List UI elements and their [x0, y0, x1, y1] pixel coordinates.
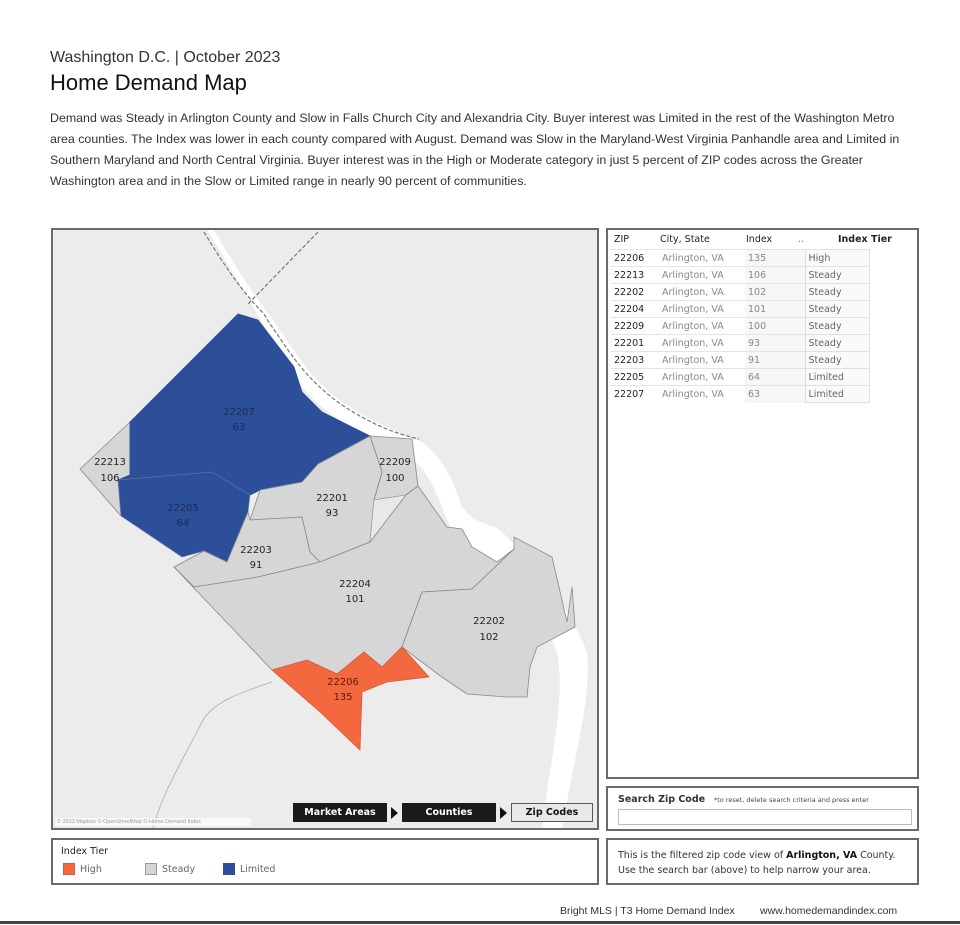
dc-boundary: [247, 231, 319, 305]
state-boundary: [203, 231, 420, 440]
steady-swatch-icon: [145, 863, 157, 875]
info-prefix: This is the filtered zip code view of: [618, 850, 787, 861]
report-description: Demand was Steady in Arlington County an…: [50, 111, 900, 188]
label-22203-zip: 22203: [240, 545, 272, 556]
map-canvas[interactable]: 22207 63 22213 106 22205 64 22209 100 22…: [53, 230, 599, 830]
table-row[interactable]: 22207 Arlington, VA 63 Limited: [611, 385, 870, 403]
page-title: Home Demand Map: [50, 70, 247, 95]
label-22209-zip: 22209: [379, 457, 411, 468]
label-22201-zip: 22201: [316, 493, 348, 504]
info-county: Arlington, VA: [786, 850, 858, 861]
label-22201-index: 93: [326, 508, 339, 519]
legend-label: Steady: [162, 863, 196, 875]
legend-item-steady[interactable]: Steady: [145, 863, 195, 875]
index-tier-legend: Index Tier High Steady Limited: [51, 838, 599, 885]
footer-divider: [0, 921, 960, 924]
table-row[interactable]: 22204 Arlington, VA 101 Steady: [611, 300, 870, 318]
table-row[interactable]: 22206 Arlington, VA 135 High: [611, 249, 870, 267]
col-header-index[interactable]: Index: [746, 234, 773, 245]
legend-item-high[interactable]: High: [63, 863, 102, 875]
report-subtitle: Washington D.C. | October 2023: [50, 49, 281, 66]
sort-icon[interactable]: ..: [798, 234, 805, 245]
table-row[interactable]: 22203 Arlington, VA 91 Steady: [611, 351, 870, 369]
zip-code-map[interactable]: 22207 63 22213 106 22205 64 22209 100 22…: [51, 228, 599, 830]
drilldown-nav: Market Areas Counties Zip Codes: [293, 803, 593, 822]
label-22207-index: 63: [233, 422, 246, 433]
label-22209-index: 100: [385, 473, 404, 484]
table-row[interactable]: 22205 Arlington, VA 64 Limited: [611, 368, 870, 386]
filter-info: This is the filtered zip code view of Ar…: [606, 838, 919, 885]
legend-item-limited[interactable]: Limited: [223, 863, 275, 875]
footer-url[interactable]: www.homedemandindex.com: [760, 905, 898, 917]
counties-button[interactable]: Counties: [402, 803, 496, 822]
table-row[interactable]: 22201 Arlington, VA 93 Steady: [611, 334, 870, 352]
region-22206[interactable]: [271, 646, 430, 751]
footer-source: Bright MLS | T3 Home Demand Index: [560, 905, 735, 917]
label-22204-zip: 22204: [339, 579, 371, 590]
legend-title: Index Tier: [61, 846, 109, 857]
label-22205-zip: 22205: [167, 503, 199, 514]
high-swatch-icon: [63, 863, 75, 875]
label-22206-index: 135: [333, 692, 352, 703]
label-22202-zip: 22202: [473, 616, 505, 627]
county-line: [152, 681, 273, 828]
potomac-river: [207, 230, 588, 828]
zip-table-panel: ZIP City, State Index .. Index Tier 2220…: [606, 228, 919, 779]
zip-search-input[interactable]: [618, 809, 912, 825]
search-hint: *to reset, delete search criteria and pr…: [714, 796, 869, 804]
table-row[interactable]: 22209 Arlington, VA 100 Steady: [611, 317, 870, 335]
label-22205-index: 64: [177, 518, 190, 529]
search-label: Search Zip Code: [618, 794, 706, 805]
arrow-right-icon: [500, 806, 507, 819]
col-header-tier[interactable]: Index Tier: [838, 234, 892, 245]
label-22204-index: 101: [345, 594, 364, 605]
zip-table: 22206 Arlington, VA 135 High 22213 Arlington…: [611, 249, 870, 403]
region-22202[interactable]: [401, 536, 576, 698]
map-attribution: © 2023 Mapbox © OpenStreetMap © Home Dem…: [55, 818, 251, 826]
col-header-zip[interactable]: ZIP: [614, 234, 630, 245]
legend-label: Limited: [240, 863, 276, 875]
label-22213-index: 106: [100, 473, 119, 484]
zip-codes-button[interactable]: Zip Codes: [511, 803, 593, 822]
label-22213-zip: 22213: [94, 457, 126, 468]
table-row[interactable]: 22213 Arlington, VA 106 Steady: [611, 266, 870, 284]
arrow-right-icon: [391, 806, 398, 819]
search-panel: Search Zip Code *to reset, delete search…: [606, 786, 919, 831]
label-22202-index: 102: [479, 632, 498, 643]
label-22206-zip: 22206: [327, 677, 359, 688]
label-22207-zip: 22207: [223, 407, 255, 418]
info-suffix: County. Use the search bar (above) to he…: [618, 850, 896, 876]
col-header-city[interactable]: City, State: [660, 234, 710, 245]
legend-label: High: [80, 863, 102, 875]
market-areas-button[interactable]: Market Areas: [293, 803, 387, 822]
label-22203-index: 91: [250, 560, 263, 571]
table-row[interactable]: 22202 Arlington, VA 102 Steady: [611, 283, 870, 301]
limited-swatch-icon: [223, 863, 235, 875]
